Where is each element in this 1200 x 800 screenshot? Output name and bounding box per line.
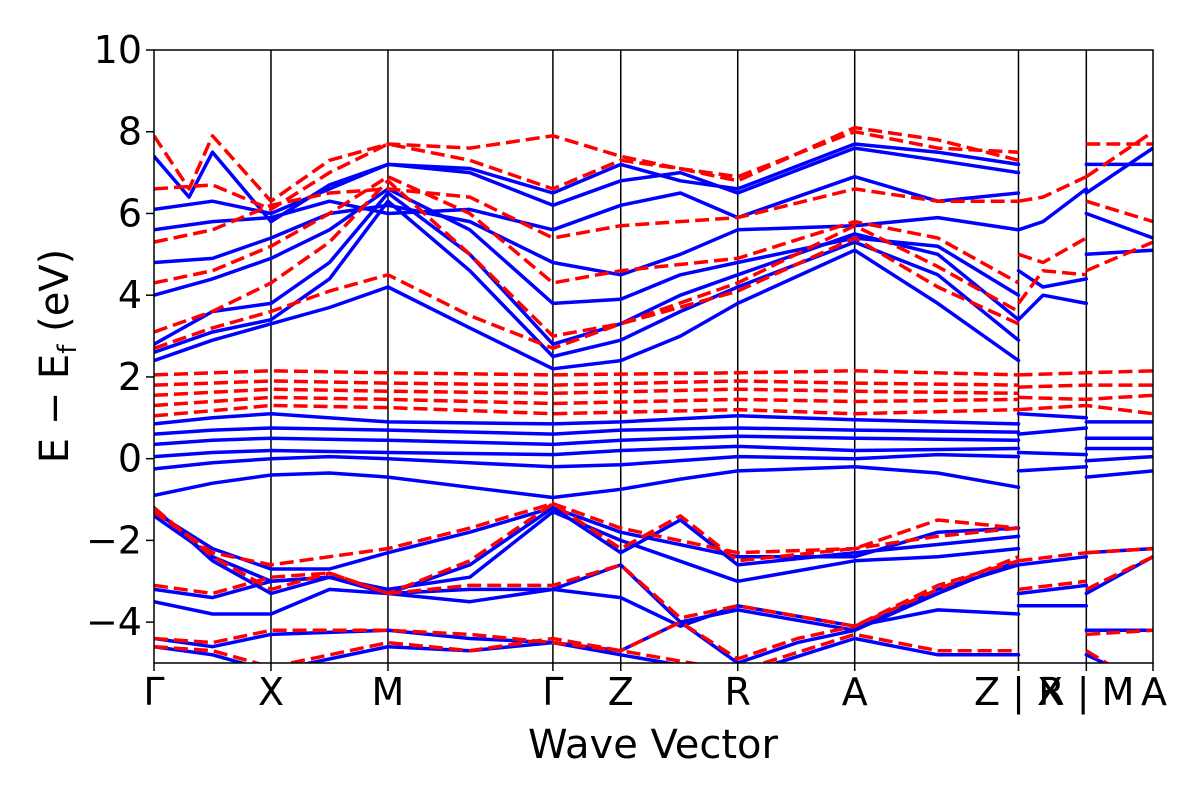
solid-band-6 <box>1016 411 1089 420</box>
band-lines <box>154 125 1153 663</box>
solid-band-53 <box>154 505 1021 571</box>
solid-band-14 <box>1084 469 1153 479</box>
dashed-band-66 <box>154 501 1019 596</box>
solid-band-59 <box>1016 554 1089 567</box>
solid-band-36 <box>1084 146 1153 195</box>
dashed-band-15 <box>154 403 1019 418</box>
dashed-band-74 <box>1085 555 1153 591</box>
solid-band-54 <box>154 510 1021 592</box>
dashed-band-51 <box>1085 240 1153 273</box>
x-tick-label: M <box>372 670 405 714</box>
solid-band-60 <box>1016 583 1089 596</box>
solid-band-33 <box>1016 268 1089 289</box>
solid-band-24 <box>154 248 1021 371</box>
x-tick-label: Γ <box>143 670 164 714</box>
dashed-band-18 <box>154 379 1019 387</box>
dashed-band-45 <box>1017 268 1087 305</box>
dashed-band-67 <box>154 501 1019 567</box>
dashed-band-69 <box>154 555 1020 661</box>
x-tick-label: Z <box>608 670 634 714</box>
dashed-band-43 <box>154 129 1019 212</box>
y-axis-label: E − Ef (eV) <box>32 249 83 464</box>
y-axis-ticks: −4 −2 0 2 4 6 8 10 <box>86 28 154 644</box>
y-tick-label: 0 <box>118 437 142 481</box>
solid-band-26 <box>154 191 1021 346</box>
solid-band-38 <box>1084 248 1153 257</box>
solid-band-8 <box>1016 450 1089 457</box>
solid-band-3 <box>154 434 1021 447</box>
solid-band-25 <box>154 199 1021 359</box>
x-tick-label: X <box>258 670 284 714</box>
solid-band-65 <box>1084 653 1109 663</box>
x-tick-label: Γ <box>542 670 563 714</box>
solid-band-37 <box>1084 211 1153 240</box>
y-tick-label: 4 <box>118 273 142 317</box>
y-axis-label-sub: f <box>53 344 83 354</box>
plot-frame <box>153 49 1154 664</box>
dashed-band-72 <box>1018 579 1087 592</box>
dashed-band-44 <box>154 125 1019 203</box>
y-tick-label: 8 <box>118 110 142 154</box>
dashed-band-16 <box>154 395 1019 408</box>
dashed-band-39 <box>154 236 1020 351</box>
dashed-band-41 <box>154 174 1020 285</box>
y-axis-label-main: E − E <box>32 354 78 464</box>
dashed-band-21 <box>1018 383 1153 389</box>
dashed-band-71 <box>1018 550 1087 563</box>
dashed-band-47 <box>1018 175 1088 203</box>
solid-band-13 <box>1084 454 1153 463</box>
solid-band-7 <box>1016 426 1089 436</box>
y-tick-label: 10 <box>94 28 142 72</box>
dashed-band-73 <box>1086 546 1153 555</box>
solid-band-4 <box>154 426 1021 436</box>
dashed-band-46 <box>1017 236 1088 265</box>
solid-band-31 <box>154 142 1021 224</box>
dashed-band-70 <box>154 632 1019 663</box>
y-tick-label: 2 <box>118 355 142 399</box>
dashed-band-20 <box>1018 369 1153 377</box>
solid-band-32 <box>1016 293 1089 322</box>
dashed-band-75 <box>1086 628 1153 637</box>
dashed-band-50 <box>1085 199 1153 224</box>
x-tick-label: Z | X <box>974 670 1063 715</box>
dashed-band-17 <box>154 387 1019 398</box>
solid-band-29 <box>154 174 1021 232</box>
y-tick-label: 6 <box>118 191 142 235</box>
y-axis-label-unit: (eV) <box>32 249 78 345</box>
y-tick-label: −2 <box>86 518 142 562</box>
x-tick-label: R | M <box>1038 670 1134 715</box>
dashed-band-19 <box>154 369 1019 377</box>
solid-band-9 <box>1016 465 1089 473</box>
dashed-band-42 <box>154 187 1019 244</box>
y-tick-label: −4 <box>86 600 142 644</box>
solid-band-30 <box>154 146 1021 216</box>
x-tick-label: A <box>842 670 868 714</box>
dashed-band-22 <box>1018 393 1153 402</box>
solid-band-5 <box>154 411 1021 426</box>
x-tick-label: A <box>1141 670 1167 714</box>
solid-band-1 <box>154 452 1021 471</box>
dashed-band-23 <box>1018 403 1153 416</box>
dashed-band-49 <box>1085 130 1153 179</box>
solid-band-34 <box>1016 187 1089 232</box>
solid-band-2 <box>154 444 1021 459</box>
dashed-band-40 <box>154 179 1020 338</box>
solid-band-0 <box>154 465 1021 500</box>
x-tick-label: R <box>725 670 751 714</box>
x-axis-label: Wave Vector <box>528 722 779 768</box>
dashed-band-76 <box>1085 649 1110 663</box>
